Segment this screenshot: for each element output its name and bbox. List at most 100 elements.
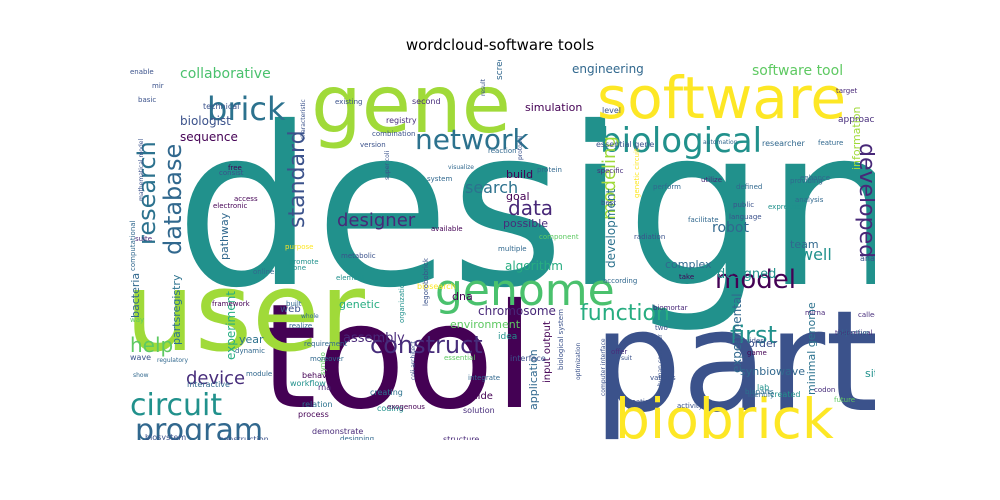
word-purpose: purpose — [285, 243, 313, 251]
word-creation: creation — [625, 398, 654, 406]
word-tool: tool — [260, 273, 535, 440]
word-lab: lab — [757, 383, 769, 392]
word-interface: interface — [510, 354, 546, 363]
word-enable: enable — [130, 68, 154, 76]
word-expression: expression — [768, 203, 806, 211]
word-reaction: reaction — [488, 147, 517, 155]
word-specific: specific — [597, 167, 624, 175]
word-public: public — [733, 201, 754, 209]
word-data: data — [508, 196, 553, 220]
word-part: part — [593, 281, 875, 440]
word-suit: suit — [621, 355, 633, 362]
word-software-tool: software tool — [752, 63, 843, 79]
word-creating: creating — [370, 388, 403, 397]
word-theoretical: theoretical — [835, 329, 873, 337]
word-combination: combination — [372, 130, 415, 138]
word-approach: approach — [838, 115, 875, 125]
word-designing: designing — [340, 435, 374, 440]
word-robot: robot — [712, 220, 749, 236]
word-protocol: protocol — [517, 135, 524, 160]
word-available: available — [431, 225, 463, 233]
word-minimal-genome: minimal genome — [805, 302, 818, 395]
word-whole: whole — [301, 313, 319, 320]
word-help: help — [130, 333, 173, 357]
word-dna: dna — [452, 290, 473, 303]
word-relation: relation — [302, 400, 332, 409]
word-analysis: analysis — [795, 196, 824, 204]
word-site: site — [865, 367, 875, 380]
word-facilitate: facilitate — [688, 216, 719, 224]
word-bioparts: bioparts — [745, 388, 774, 396]
word-second: second — [412, 97, 441, 106]
word-construction: construction — [219, 435, 269, 440]
word-bacteria: bacteria — [129, 273, 142, 318]
word-gene: gene — [311, 60, 511, 151]
word-input-output: input output — [542, 321, 553, 383]
word-developed: developed — [854, 143, 875, 258]
word-one: one — [293, 264, 306, 272]
word-computational: computational — [129, 220, 137, 271]
word-coli-architect: coli architect — [410, 341, 417, 380]
word-construct: construct — [370, 331, 483, 359]
word-consist: consist — [219, 169, 244, 177]
word-enhance: enhance — [800, 174, 830, 182]
word-built: built — [286, 300, 302, 308]
word-analyze: analyze — [860, 254, 875, 263]
word-demonstrate: demonstrate — [312, 427, 363, 436]
word-experimental: experimental — [730, 293, 744, 373]
word-biological-system: biological system — [557, 309, 565, 370]
word-system: system — [427, 175, 452, 183]
word-genetic: genetic — [339, 298, 380, 311]
word-result: result — [480, 78, 487, 96]
word-function: function — [580, 301, 670, 326]
word-utilize: utilize — [701, 176, 722, 184]
word-synbio: synbio — [319, 352, 327, 375]
word-multiple: multiple — [498, 245, 527, 253]
word-mir: mir — [152, 82, 164, 90]
word-feature: feature — [818, 139, 843, 147]
word-objective: objective — [837, 329, 869, 337]
word-program: program — [135, 413, 263, 440]
word-biological: biological — [600, 121, 762, 161]
word-existing: existing — [335, 98, 363, 106]
word-development: development — [604, 189, 618, 268]
word-show: show — [133, 372, 149, 379]
word-database: database — [159, 144, 187, 255]
word-pathway: pathway — [218, 212, 231, 260]
word-goal: goal — [506, 190, 530, 203]
word-web: web — [280, 304, 301, 315]
word-mathematical-model: mathematical model — [138, 139, 145, 201]
word-environment: environment — [450, 318, 521, 331]
word-realize: realize — [289, 322, 312, 330]
word-application: application — [527, 349, 540, 410]
word-partsregistry: partsregistry — [170, 274, 183, 345]
word-solution: solution — [463, 406, 495, 415]
word-best: best — [601, 199, 616, 207]
word-research: research — [133, 141, 161, 245]
word-characteristic: characteristic — [300, 99, 307, 140]
word-network: network — [415, 123, 529, 156]
word-information: information — [850, 106, 863, 170]
word-providing: providing — [790, 177, 823, 185]
word-coding: coding — [377, 404, 404, 413]
word-genetic-circuit: genetic circuit — [633, 148, 641, 198]
word-computer-interface: computer interface — [600, 338, 607, 396]
word-regulatory: regulatory — [157, 357, 188, 364]
word-registry: registry — [386, 116, 417, 125]
word-biosystem: biosystem — [145, 433, 186, 440]
word-algorithm: algorithm — [505, 259, 563, 273]
word-workflow: workflow — [290, 379, 326, 388]
word-biobrick: biobrick — [615, 387, 834, 440]
word-legorobobrick: legorobobrick — [422, 257, 430, 306]
word-offer: offer — [611, 348, 627, 356]
word-basic: basic — [138, 96, 156, 104]
word-element: element — [336, 274, 365, 282]
word-technical: technical — [203, 102, 239, 111]
word-model: model — [715, 265, 796, 295]
word-interactive: interactive — [187, 380, 230, 389]
word-biomortar: biomortar — [653, 304, 688, 312]
word-collaborative: collaborative — [180, 66, 271, 82]
word-free: free — [228, 164, 242, 172]
word-design: design — [175, 80, 875, 336]
